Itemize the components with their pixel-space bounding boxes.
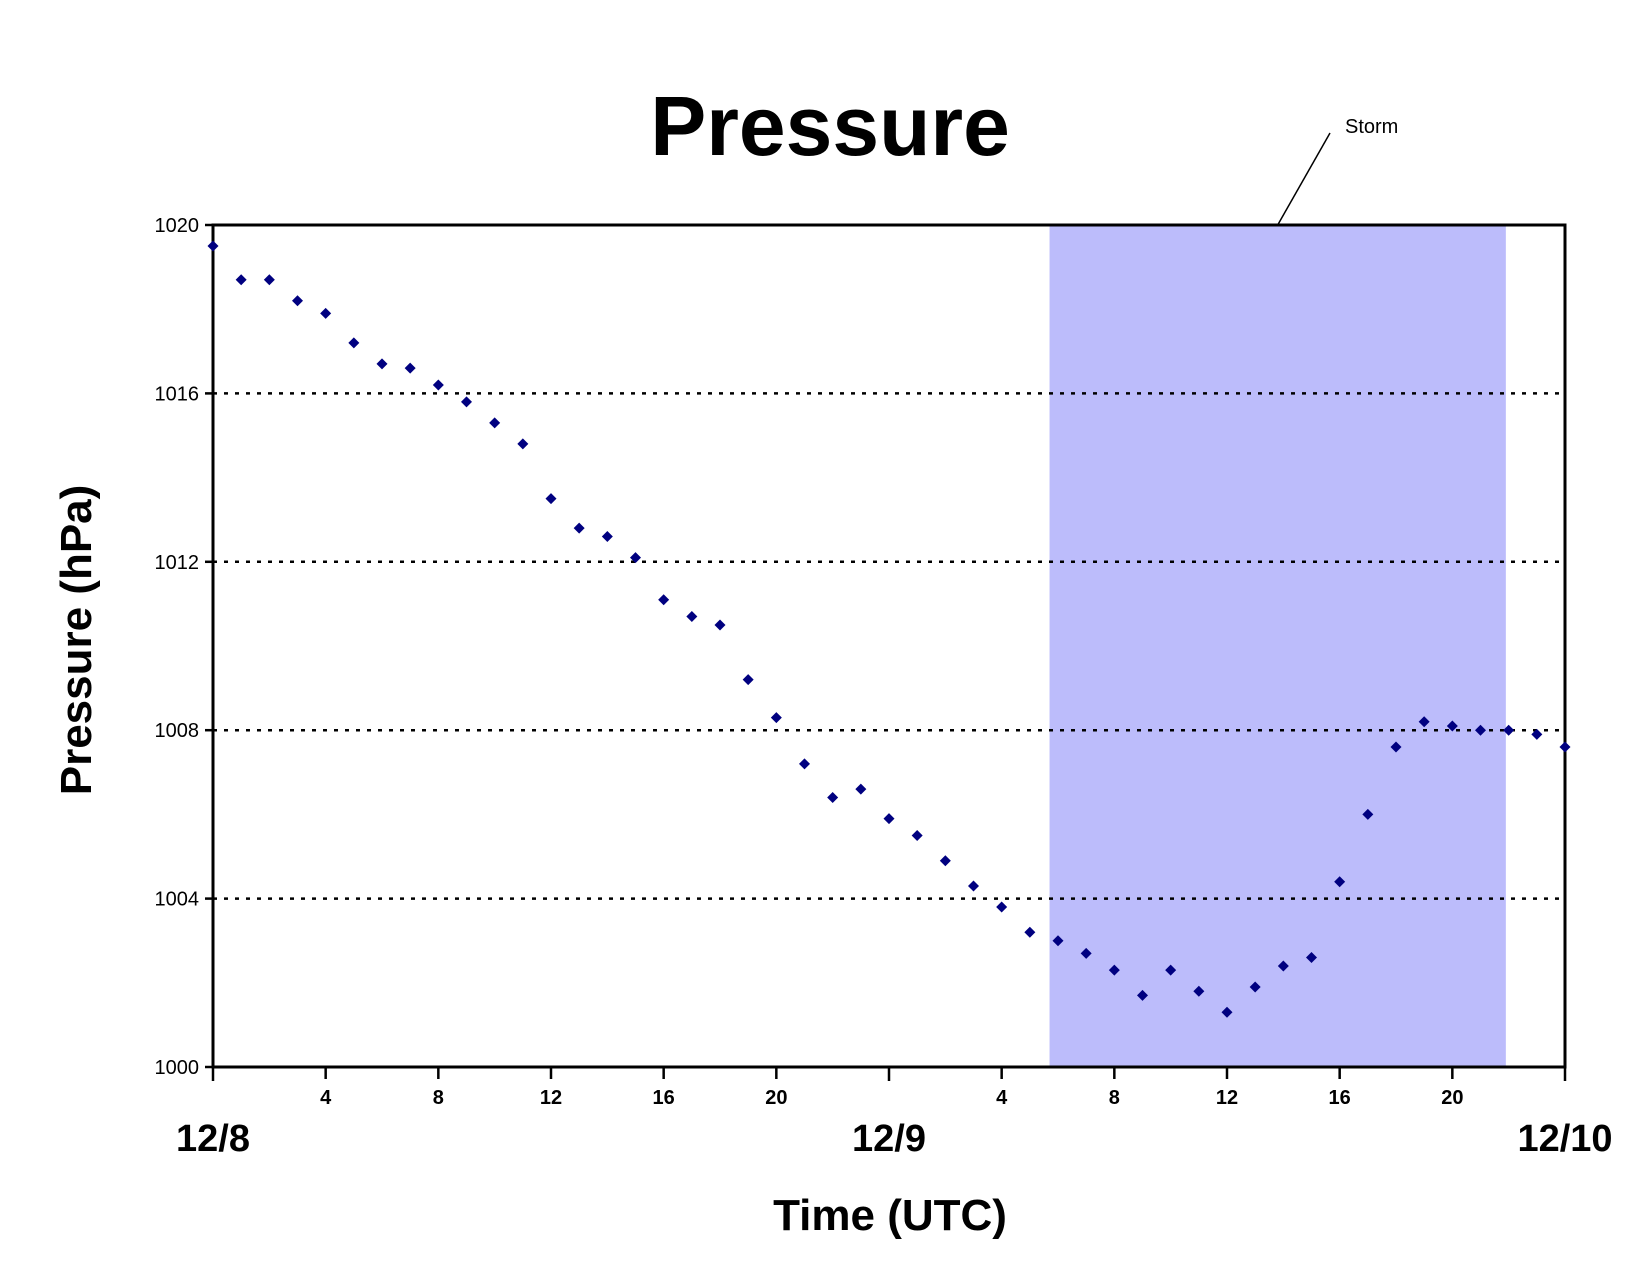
data-point	[1306, 952, 1317, 964]
data-point	[320, 307, 332, 319]
storm-annotation: Storm	[1345, 116, 1398, 138]
chart-title: Pressure	[650, 79, 1010, 173]
data-point	[263, 274, 275, 286]
data-point	[686, 611, 698, 623]
data-point	[1024, 926, 1036, 938]
data-point	[489, 417, 501, 429]
data-point	[1052, 935, 1064, 947]
data-point	[1334, 876, 1346, 888]
data-point	[1559, 741, 1571, 753]
y-tick-label: 1016	[155, 383, 200, 405]
y-tick-label: 1008	[155, 720, 200, 742]
x-tick-label: 20	[765, 1087, 787, 1109]
data-point	[1165, 964, 1177, 976]
storm-highlight-band	[1049, 225, 1506, 1067]
data-point	[658, 594, 670, 606]
y-tick-label: 1004	[155, 889, 200, 911]
y-axis-label: Pressure (hPa)	[52, 485, 101, 796]
x-tick-label: 12	[1216, 1087, 1238, 1109]
data-point	[742, 674, 754, 686]
data-point	[939, 855, 951, 867]
data-point	[376, 358, 388, 370]
data-point	[855, 783, 867, 795]
data-point	[1137, 989, 1148, 1001]
data-point	[1249, 981, 1261, 993]
data-point	[517, 438, 529, 450]
data-point	[432, 379, 444, 391]
data-point	[1418, 716, 1430, 728]
data-point	[1277, 960, 1289, 972]
data-point	[630, 552, 641, 564]
data-point	[1193, 985, 1205, 997]
data-point	[911, 829, 923, 841]
data-point	[1475, 724, 1486, 736]
y-tick-label: 1012	[155, 552, 200, 574]
data-point	[827, 792, 839, 804]
x-tick-label: 4	[996, 1087, 1008, 1109]
x-tick-label: 4	[320, 1087, 332, 1109]
data-point	[461, 396, 472, 408]
data-point	[207, 240, 219, 252]
date-label: 12/8	[176, 1118, 250, 1160]
data-point	[770, 712, 782, 724]
data-point	[1446, 720, 1458, 732]
x-tick-label: 12	[540, 1087, 562, 1109]
data-point	[968, 880, 979, 892]
data-point	[1531, 728, 1543, 740]
y-tick-label: 1000	[155, 1057, 200, 1079]
data-point	[573, 522, 585, 534]
data-point	[1080, 947, 1092, 959]
data-point	[404, 362, 416, 374]
data-point	[1108, 964, 1120, 976]
y-tick-label: 1020	[155, 215, 200, 237]
data-point	[883, 813, 895, 825]
x-tick-label: 8	[1109, 1087, 1120, 1109]
date-label: 12/10	[1517, 1118, 1612, 1160]
x-tick-label: 20	[1441, 1087, 1463, 1109]
x-tick-label: 16	[653, 1087, 675, 1109]
x-axis-label: Time (UTC)	[773, 1191, 1007, 1240]
data-point	[1503, 724, 1515, 736]
data-point	[292, 295, 303, 307]
data-point	[996, 901, 1008, 913]
data-point	[1362, 808, 1374, 820]
data-point	[714, 619, 726, 631]
date-label: 12/9	[852, 1118, 926, 1160]
data-point	[601, 531, 613, 543]
x-tick-label: 8	[433, 1087, 444, 1109]
x-tick-label: 16	[1329, 1087, 1351, 1109]
data-point	[348, 337, 360, 349]
data-point	[799, 758, 810, 770]
storm-leader-line	[1277, 132, 1331, 226]
data-point	[1390, 741, 1402, 753]
data-point	[1221, 1006, 1233, 1018]
data-point	[235, 274, 247, 286]
data-point	[545, 493, 557, 505]
